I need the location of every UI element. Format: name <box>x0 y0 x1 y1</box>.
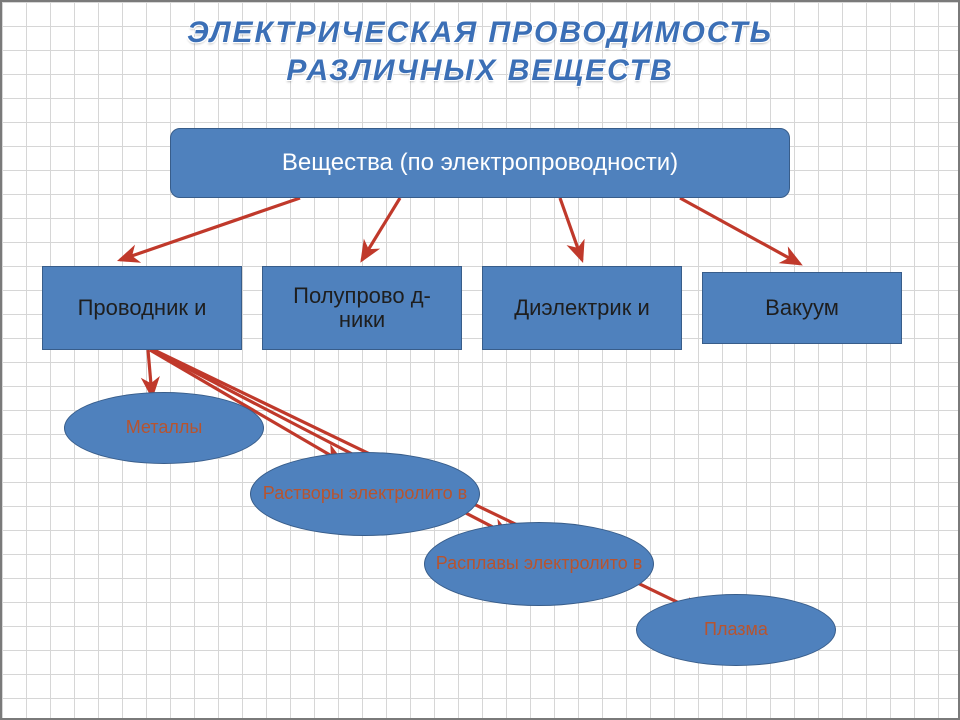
category-vacuum: Вакуум <box>702 272 902 344</box>
title-line-2: РАЗЛИЧНЫХ ВЕЩЕСТВ <box>0 52 960 90</box>
category-label: Полупрово д-ники <box>271 284 453 332</box>
category-conductors: Проводник и <box>42 266 242 350</box>
ellipse-label: Плазма <box>704 620 768 640</box>
root-node: Вещества (по электропроводности) <box>170 128 790 198</box>
conductor-electrolyte-solutions: Растворы электролито в <box>250 452 480 536</box>
conductor-plasma: Плазма <box>636 594 836 666</box>
ellipse-label: Растворы электролито в <box>263 484 467 504</box>
category-label: Вакуум <box>765 296 839 320</box>
ellipse-label: Металлы <box>126 418 203 438</box>
category-dielectrics: Диэлектрик и <box>482 266 682 350</box>
category-label: Проводник и <box>78 296 207 320</box>
category-label: Диэлектрик и <box>514 296 650 320</box>
conductor-electrolyte-melts: Расплавы электролито в <box>424 522 654 606</box>
title-line-1: ЭЛЕКТРИЧЕСКАЯ ПРОВОДИМОСТЬ <box>0 14 960 52</box>
page-title: ЭЛЕКТРИЧЕСКАЯ ПРОВОДИМОСТЬ РАЗЛИЧНЫХ ВЕЩ… <box>0 14 960 89</box>
category-semiconductors: Полупрово д-ники <box>262 266 462 350</box>
ellipse-label: Расплавы электролито в <box>436 554 643 574</box>
conductor-metals: Металлы <box>64 392 264 464</box>
root-label: Вещества (по электропроводности) <box>282 149 678 177</box>
